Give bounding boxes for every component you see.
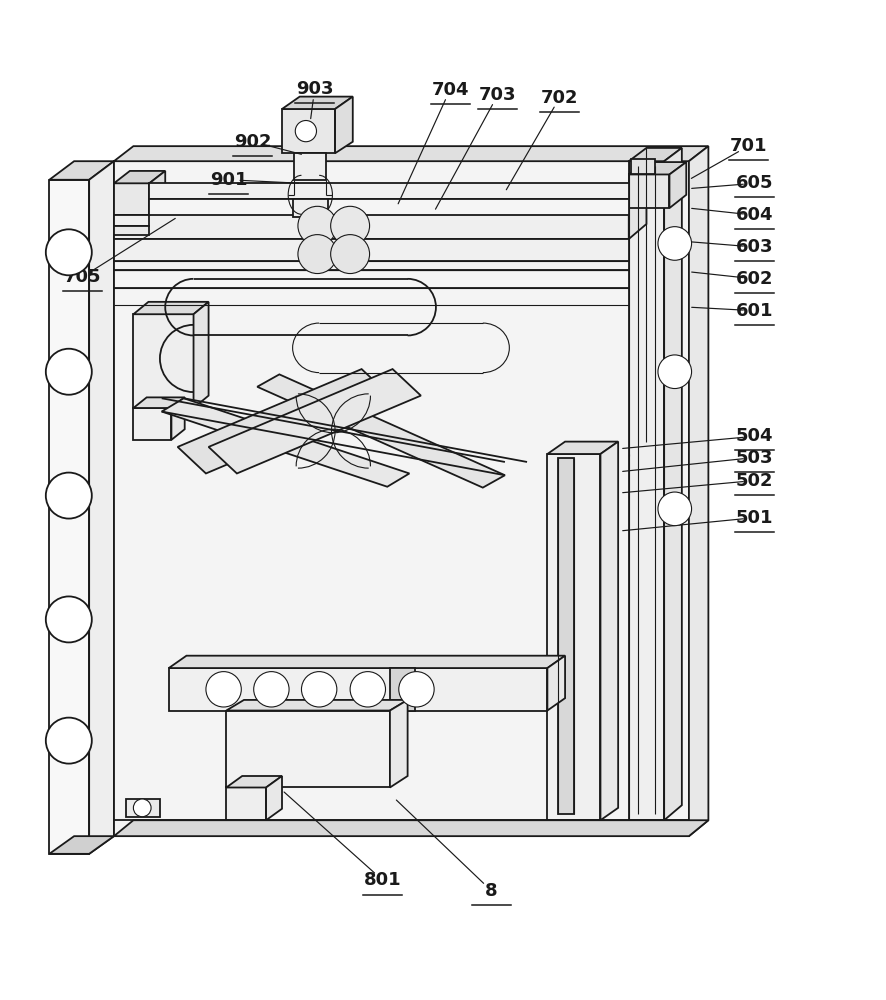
Circle shape	[330, 235, 369, 274]
Polygon shape	[629, 174, 670, 208]
Polygon shape	[177, 369, 390, 473]
Polygon shape	[114, 171, 165, 183]
Circle shape	[206, 672, 241, 707]
Polygon shape	[629, 161, 664, 820]
Polygon shape	[390, 668, 415, 711]
Polygon shape	[548, 454, 601, 820]
Polygon shape	[134, 302, 208, 314]
Polygon shape	[161, 398, 409, 487]
Polygon shape	[548, 656, 565, 711]
Polygon shape	[226, 776, 282, 787]
Circle shape	[658, 492, 692, 526]
Text: 801: 801	[364, 871, 401, 889]
Polygon shape	[150, 199, 629, 215]
Text: 502: 502	[735, 472, 773, 490]
Polygon shape	[226, 711, 390, 787]
Polygon shape	[171, 397, 184, 440]
Polygon shape	[114, 199, 629, 239]
Polygon shape	[629, 184, 647, 239]
Circle shape	[330, 206, 369, 245]
Circle shape	[658, 227, 692, 260]
Polygon shape	[114, 239, 629, 261]
Text: 703: 703	[479, 86, 517, 104]
Polygon shape	[114, 184, 647, 199]
Text: 602: 602	[735, 270, 773, 288]
Polygon shape	[292, 199, 328, 217]
Polygon shape	[282, 109, 335, 153]
Polygon shape	[548, 442, 618, 454]
Text: 705: 705	[63, 268, 101, 286]
Polygon shape	[89, 161, 114, 854]
Circle shape	[134, 799, 152, 817]
Polygon shape	[390, 700, 408, 787]
Text: 605: 605	[735, 174, 773, 192]
Polygon shape	[134, 408, 171, 440]
Text: 503: 503	[735, 449, 773, 467]
Polygon shape	[134, 314, 193, 408]
Text: 702: 702	[541, 89, 579, 107]
Text: 704: 704	[431, 81, 469, 99]
Polygon shape	[670, 162, 687, 208]
Polygon shape	[134, 397, 184, 408]
Circle shape	[253, 672, 289, 707]
Polygon shape	[114, 270, 629, 288]
Polygon shape	[193, 302, 208, 408]
Polygon shape	[317, 217, 350, 235]
Text: 501: 501	[735, 509, 773, 527]
Text: 902: 902	[234, 133, 271, 151]
Circle shape	[298, 206, 337, 245]
Circle shape	[298, 235, 337, 274]
Polygon shape	[631, 159, 656, 174]
Circle shape	[295, 121, 316, 142]
Circle shape	[46, 229, 92, 275]
Polygon shape	[294, 153, 326, 180]
Polygon shape	[114, 820, 709, 836]
Polygon shape	[629, 148, 682, 161]
Circle shape	[46, 349, 92, 395]
Polygon shape	[226, 700, 408, 711]
Polygon shape	[168, 668, 548, 711]
Polygon shape	[689, 146, 709, 836]
Polygon shape	[114, 183, 150, 215]
Polygon shape	[114, 146, 709, 161]
Polygon shape	[335, 97, 353, 153]
Circle shape	[301, 672, 337, 707]
Circle shape	[46, 596, 92, 642]
Polygon shape	[168, 656, 565, 668]
Polygon shape	[150, 183, 629, 199]
Polygon shape	[114, 161, 689, 836]
Polygon shape	[50, 836, 114, 854]
Polygon shape	[114, 226, 150, 235]
Polygon shape	[664, 148, 682, 820]
Circle shape	[399, 672, 434, 707]
Text: 701: 701	[729, 137, 767, 155]
Text: 504: 504	[735, 427, 773, 445]
Polygon shape	[150, 171, 165, 215]
Polygon shape	[226, 787, 266, 820]
Polygon shape	[208, 369, 421, 473]
Polygon shape	[50, 161, 114, 180]
Polygon shape	[282, 97, 353, 109]
Circle shape	[658, 355, 692, 389]
Text: 903: 903	[296, 80, 333, 98]
Polygon shape	[114, 215, 150, 226]
Text: 604: 604	[735, 206, 773, 224]
Polygon shape	[50, 180, 89, 854]
Text: 603: 603	[735, 238, 773, 256]
Polygon shape	[257, 374, 505, 488]
Polygon shape	[127, 799, 160, 817]
Circle shape	[46, 718, 92, 764]
Polygon shape	[629, 162, 687, 174]
Text: 601: 601	[735, 302, 773, 320]
Polygon shape	[601, 442, 618, 820]
Text: 901: 901	[210, 171, 248, 189]
Polygon shape	[558, 458, 574, 814]
Circle shape	[350, 672, 385, 707]
Circle shape	[46, 473, 92, 519]
Text: 8: 8	[486, 882, 498, 900]
Polygon shape	[266, 776, 282, 820]
